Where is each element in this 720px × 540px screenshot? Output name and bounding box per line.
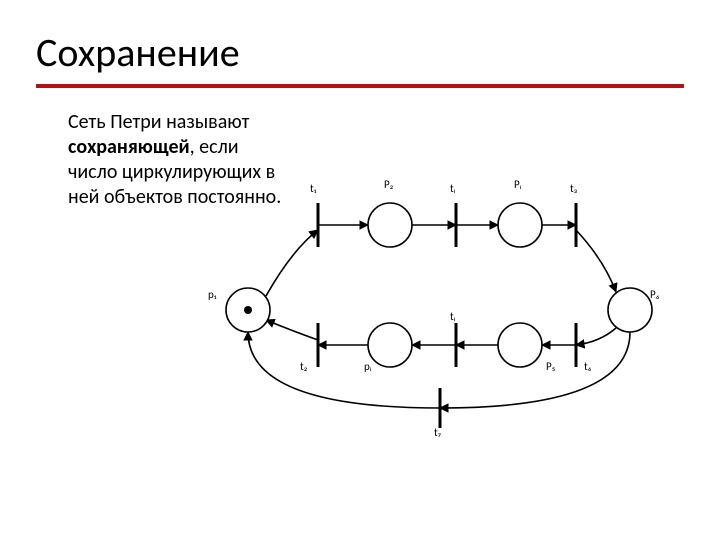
place-label: P₂ <box>384 178 394 191</box>
edge <box>576 230 616 292</box>
petri-net-diagram: t₁tᵢt₃t₆tᵢt₂t₇p₁P₂PᵢP₆P₅pᵢ <box>200 170 670 430</box>
place-node <box>498 203 542 247</box>
transition-label: t₇ <box>434 426 442 439</box>
place-label: p₁ <box>208 288 217 301</box>
transition-label: tᵢ <box>450 182 456 195</box>
transition-label: t₁ <box>310 182 317 195</box>
title-underline <box>36 84 684 88</box>
place-node <box>368 323 412 367</box>
place-label: P₆ <box>650 288 660 301</box>
text-bold: сохраняющей <box>68 135 190 159</box>
place-label: Pᵢ <box>514 178 521 191</box>
place-label: P₅ <box>546 360 556 373</box>
transition-label: t₃ <box>570 182 578 195</box>
place-node <box>498 323 542 367</box>
place-label: pᵢ <box>364 360 372 373</box>
edge <box>266 320 318 340</box>
edge <box>576 328 616 345</box>
token-dot <box>244 306 252 314</box>
page-title: Сохранение <box>36 28 240 77</box>
text-tail: , если <box>190 135 239 159</box>
transition-label: t₆ <box>584 360 592 373</box>
slide: Сохранение Сеть Петри называют сохраняющ… <box>0 0 720 540</box>
edge <box>266 230 318 296</box>
transition-label: tᵢ <box>450 310 456 323</box>
place-node <box>368 203 412 247</box>
text-line1: Сеть Петри называют <box>68 110 249 134</box>
transition-label: t₂ <box>300 360 308 373</box>
place-node <box>608 288 652 332</box>
